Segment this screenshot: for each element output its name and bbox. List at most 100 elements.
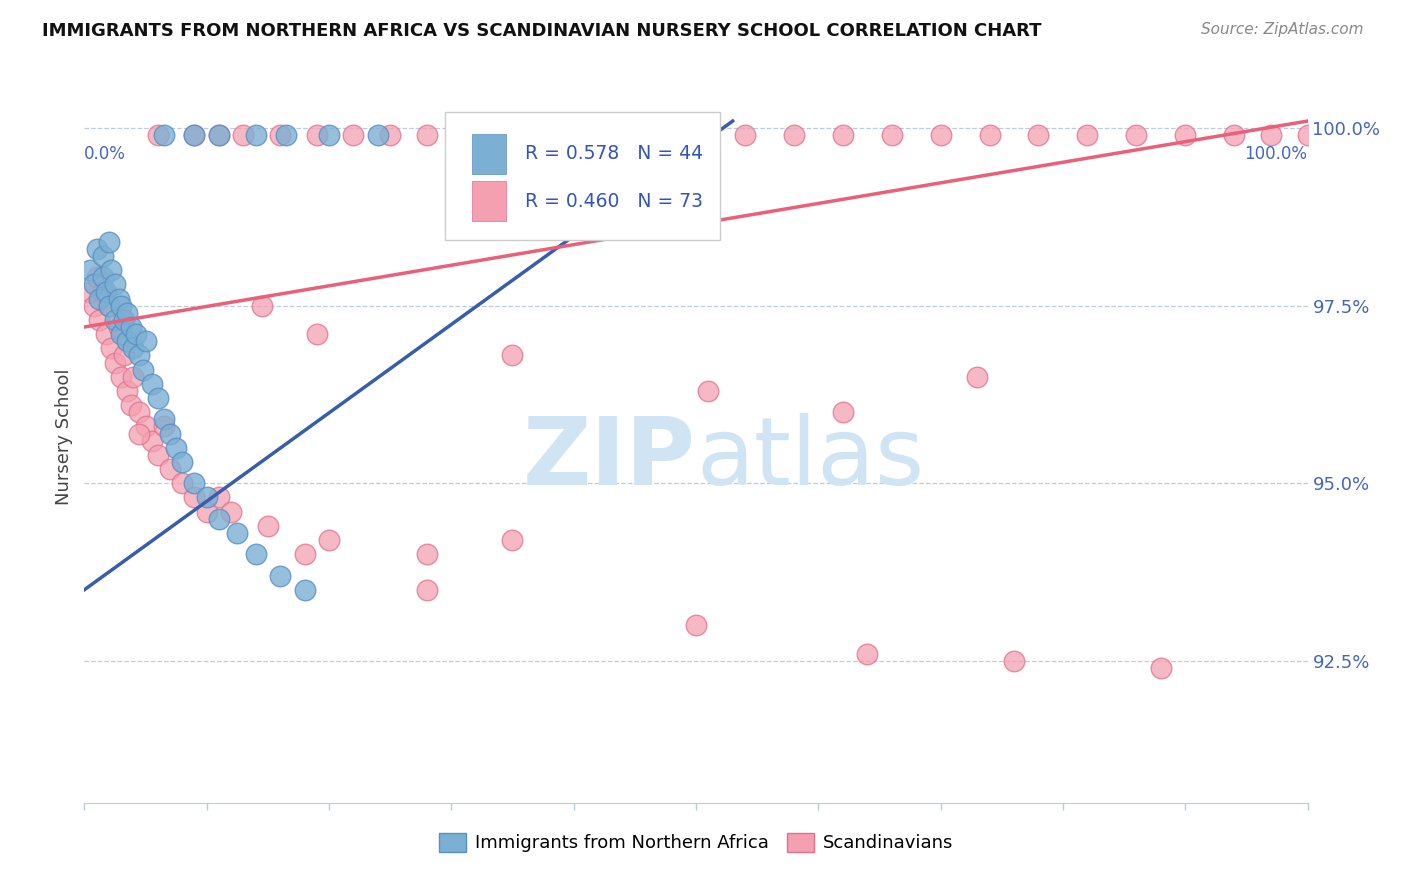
Point bbox=[219, 505, 242, 519]
Point bbox=[208, 128, 231, 143]
Point bbox=[97, 299, 120, 313]
Point bbox=[305, 128, 328, 143]
Point bbox=[91, 270, 114, 285]
Point bbox=[104, 313, 127, 327]
Point bbox=[110, 299, 132, 313]
Point bbox=[276, 128, 298, 143]
Point bbox=[115, 306, 138, 320]
Point bbox=[929, 128, 952, 143]
Point bbox=[685, 128, 707, 143]
Point bbox=[183, 476, 205, 491]
Point bbox=[1296, 128, 1319, 143]
Point bbox=[245, 128, 267, 143]
Point bbox=[83, 299, 105, 313]
Point bbox=[342, 128, 364, 143]
Point bbox=[128, 405, 150, 419]
Point bbox=[96, 327, 118, 342]
Point bbox=[453, 128, 475, 143]
Point bbox=[226, 525, 249, 540]
Point bbox=[91, 249, 114, 263]
Point bbox=[122, 369, 145, 384]
Point bbox=[86, 242, 108, 256]
Point bbox=[87, 292, 110, 306]
Point bbox=[831, 128, 853, 143]
Y-axis label: Nursery School: Nursery School bbox=[55, 368, 73, 506]
Point bbox=[305, 327, 328, 342]
FancyBboxPatch shape bbox=[446, 112, 720, 240]
Point bbox=[269, 568, 291, 582]
Text: R = 0.460   N = 73: R = 0.460 N = 73 bbox=[524, 192, 703, 211]
Point bbox=[250, 299, 273, 313]
Point bbox=[115, 384, 138, 398]
Point bbox=[562, 128, 585, 143]
Point bbox=[112, 348, 135, 362]
Point bbox=[489, 128, 512, 143]
Point bbox=[183, 128, 205, 143]
Point bbox=[172, 455, 194, 469]
Point bbox=[294, 582, 316, 597]
Point bbox=[183, 128, 205, 143]
Point bbox=[107, 292, 129, 306]
Point bbox=[110, 327, 132, 342]
Point bbox=[104, 355, 127, 369]
Point bbox=[1076, 128, 1098, 143]
Point bbox=[153, 412, 176, 426]
Point bbox=[697, 384, 720, 398]
Point bbox=[107, 320, 129, 334]
Point bbox=[100, 263, 122, 277]
Point bbox=[97, 235, 120, 249]
Point bbox=[783, 128, 806, 143]
Point bbox=[146, 448, 169, 462]
Point bbox=[1125, 128, 1147, 143]
Point bbox=[1260, 128, 1282, 143]
Point bbox=[502, 348, 524, 362]
Point bbox=[120, 320, 142, 334]
Point bbox=[195, 491, 218, 505]
Text: R = 0.578   N = 44: R = 0.578 N = 44 bbox=[524, 145, 703, 163]
Point bbox=[979, 128, 1001, 143]
Point bbox=[526, 128, 548, 143]
Point bbox=[416, 128, 439, 143]
Point bbox=[146, 391, 169, 405]
Point bbox=[599, 128, 621, 143]
Text: 100.0%: 100.0% bbox=[1244, 145, 1308, 162]
Point bbox=[110, 369, 132, 384]
Bar bbox=[472, 181, 506, 221]
Point bbox=[122, 341, 145, 355]
Point bbox=[1150, 661, 1173, 675]
Point bbox=[856, 647, 879, 661]
Point bbox=[416, 582, 439, 597]
Point bbox=[294, 547, 316, 561]
Point bbox=[159, 462, 181, 476]
Point bbox=[183, 491, 205, 505]
Text: 0.0%: 0.0% bbox=[84, 145, 127, 162]
Point bbox=[104, 277, 127, 292]
Point bbox=[87, 313, 110, 327]
Point bbox=[135, 334, 157, 349]
Point bbox=[141, 376, 163, 391]
Point bbox=[125, 327, 148, 342]
Point bbox=[128, 348, 150, 362]
Point bbox=[128, 426, 150, 441]
Point bbox=[153, 128, 176, 143]
Point bbox=[115, 334, 138, 349]
Point bbox=[195, 505, 218, 519]
Point bbox=[208, 512, 231, 526]
Point bbox=[79, 285, 101, 299]
Point bbox=[172, 476, 194, 491]
Bar bbox=[472, 134, 506, 174]
Point bbox=[159, 426, 181, 441]
Point bbox=[79, 263, 101, 277]
Point bbox=[141, 434, 163, 448]
Point bbox=[1028, 128, 1050, 143]
Point bbox=[1174, 128, 1197, 143]
Legend: Immigrants from Northern Africa, Scandinavians: Immigrants from Northern Africa, Scandin… bbox=[432, 826, 960, 860]
Point bbox=[685, 618, 707, 632]
Point bbox=[165, 441, 187, 455]
Point bbox=[245, 547, 267, 561]
Point bbox=[416, 547, 439, 561]
Text: ZIP: ZIP bbox=[523, 413, 696, 505]
Point bbox=[83, 277, 105, 292]
Point bbox=[734, 128, 756, 143]
Point bbox=[502, 533, 524, 547]
